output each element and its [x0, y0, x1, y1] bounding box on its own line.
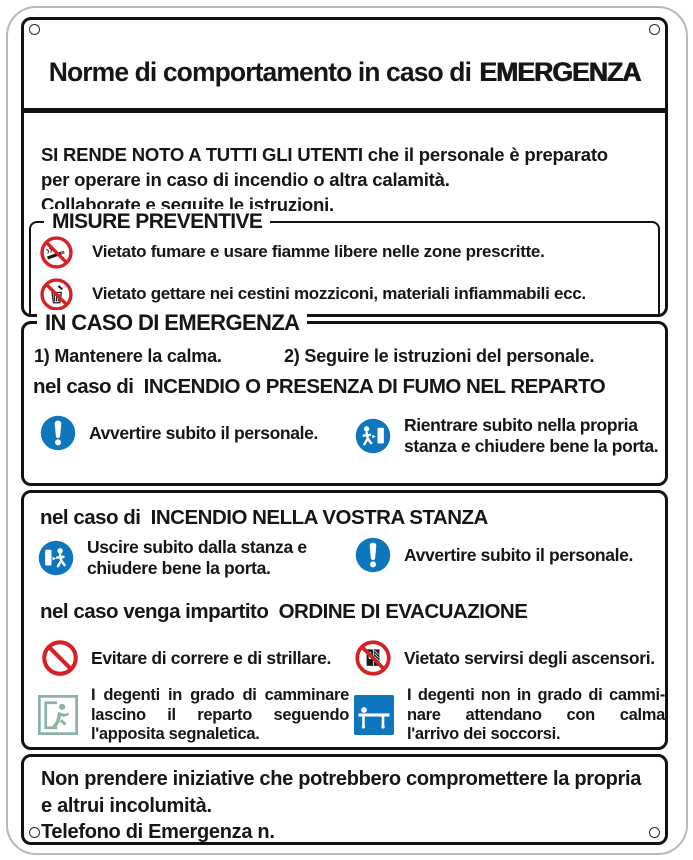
- sign-plate-edge: [6, 6, 688, 855]
- list-item: Vietato gettare nei cestini mozziconi, m…: [40, 277, 658, 311]
- rule-text: Evitare di correre e di strillare.: [91, 647, 332, 668]
- intro-text: SI RENDE NOTO A TUTTI GLI UTENTI che il …: [24, 131, 665, 217]
- rule-line: nare attendano con calma: [407, 705, 665, 724]
- rule-line: lascino il reparto seguendo: [91, 705, 349, 724]
- rule-text: Avvertire subito il personale.: [404, 544, 634, 565]
- list-item: Avvertire subito il personale.: [40, 415, 355, 451]
- rule-text: I degenti in grado di camminare lascino …: [91, 686, 349, 745]
- list-item: Uscire subito dalla stanza e chiudere be…: [38, 537, 355, 579]
- section-footer: Non prendere iniziative che potrebbero c…: [21, 754, 668, 845]
- rule-line: I degenti in grado di camminare: [91, 686, 349, 704]
- stretcher-bed-icon: [354, 695, 394, 736]
- leave-room-icon: [38, 540, 74, 576]
- rule-text: I degenti non in grado di cammi- nare at…: [407, 686, 665, 745]
- screw-hole-icon: [29, 827, 40, 838]
- heading-caps: INCENDIO O PRESENZA DI FUMO NEL REPARTO: [143, 375, 606, 398]
- heading-prefix: nel caso di: [40, 506, 141, 529]
- list-item: Avvertire subito il personale.: [355, 537, 665, 573]
- emergency-exit-icon: [38, 695, 78, 736]
- page-title: Norme di comportamento in caso di EMERGE…: [24, 38, 665, 113]
- section-stanza-evacuazione: nel caso di INCENDIO NELLA VOSTRA STANZA: [21, 490, 668, 750]
- title-emphasis: EMERGENZA: [479, 57, 641, 88]
- rule-1: 1) Mantenere la calma.: [34, 346, 222, 366]
- screw-hole-icon: [649, 24, 660, 35]
- stanza-heading: nel caso di INCENDIO NELLA VOSTRA STANZA: [40, 506, 665, 530]
- emergenza-legend: IN CASO DI EMERGENZA: [37, 310, 308, 336]
- no-smoking-icon: [40, 235, 73, 269]
- heading-caps: ORDINE DI EVACUAZIONE: [278, 600, 528, 623]
- list-item: Evitare di correre e di strillare.: [42, 640, 355, 676]
- list-item: I degenti non in grado di cammi- nare at…: [354, 686, 665, 745]
- fumo-heading: nel caso di INCENDIO O PRESENZA DI FUMO …: [33, 375, 665, 399]
- list-item: I degenti in grado di camminare lascino …: [38, 686, 354, 745]
- no-elevator-icon: [355, 640, 391, 676]
- instruction-row: Evitare di correre e di strillare.: [24, 640, 665, 676]
- intro-line: per operare in caso di incendio o altra …: [41, 168, 450, 190]
- emergency-rules: 1) Mantenere la calma. 2) Seguire le ist…: [34, 346, 665, 367]
- footer-line: e altrui incolumità.: [41, 794, 212, 817]
- rule-line: stanza e chiudere bene la porta.: [404, 436, 659, 456]
- return-to-room-icon: [355, 418, 391, 454]
- rule-line: l'arrivo dei soccorsi.: [407, 725, 561, 743]
- rule-text: Vietato fumare e usare fiamme libere nel…: [92, 242, 545, 261]
- rule-2: 2) Seguire le istruzioni del personale.: [284, 346, 595, 366]
- footer-line: Telefono di Emergenza n.: [41, 821, 275, 843]
- prohibition-icon: [42, 640, 78, 676]
- list-item: Vietato servirsi degli ascensori.: [355, 640, 665, 676]
- heading-caps: INCENDIO NELLA VOSTRA STANZA: [150, 506, 489, 529]
- alert-exclamation-icon: [355, 537, 391, 573]
- heading-prefix: nel caso venga impartito: [40, 600, 269, 623]
- misure-preventive-box: MISURE PREVENTIVE Vietato fumare e: [29, 208, 660, 314]
- intro-line: SI RENDE NOTO A TUTTI GLI UTENTI che il …: [41, 143, 608, 165]
- rule-text: Uscire subito dalla stanza e chiudere be…: [87, 537, 307, 579]
- rule-line: chiudere bene la porta.: [87, 558, 271, 578]
- footer-line: Non prendere iniziative che potrebbero c…: [41, 768, 642, 790]
- evacuazione-heading: nel caso venga impartito ORDINE DI EVACU…: [40, 600, 665, 624]
- rule-text: Rientrare subito nella propria stanza e …: [404, 415, 659, 457]
- heading-prefix: nel caso di: [33, 375, 134, 398]
- misure-preventive-legend: MISURE PREVENTIVE: [44, 208, 271, 235]
- list-item: Vietato fumare e usare fiamme libere nel…: [40, 235, 658, 269]
- rule-text: Vietato servirsi degli ascensori.: [404, 647, 655, 668]
- rule-line: Rientrare subito nella propria: [404, 415, 638, 435]
- list-item: Rientrare subito nella propria stanza e …: [355, 415, 665, 457]
- no-litter-flammables-icon: [40, 277, 73, 311]
- rule-line: Uscire subito dalla stanza e: [87, 537, 307, 557]
- screw-hole-icon: [649, 827, 660, 838]
- rule-line: l'apposita segnaletica.: [91, 725, 260, 743]
- instruction-row: Uscire subito dalla stanza e chiudere be…: [24, 537, 665, 579]
- rule-text: Avvertire subito il personale.: [89, 422, 319, 443]
- instruction-row: I degenti in grado di camminare lascino …: [24, 686, 665, 745]
- section-emergenza: IN CASO DI EMERGENZA 1) Mantenere la cal…: [21, 310, 668, 486]
- title-prefix: Norme di comportamento in caso di: [48, 57, 472, 88]
- rule-text: Vietato gettare nei cestini mozziconi, m…: [92, 284, 586, 303]
- footer-text: Non prendere iniziative che potrebbero c…: [24, 757, 665, 843]
- rule-line: I degenti non in grado di cammi-: [407, 686, 665, 704]
- instruction-row: Avvertire subito il personale.: [24, 415, 665, 457]
- screw-hole-icon: [29, 24, 40, 35]
- alert-exclamation-icon: [40, 415, 76, 451]
- section-title-misure: Norme di comportamento in caso di EMERGE…: [21, 17, 668, 317]
